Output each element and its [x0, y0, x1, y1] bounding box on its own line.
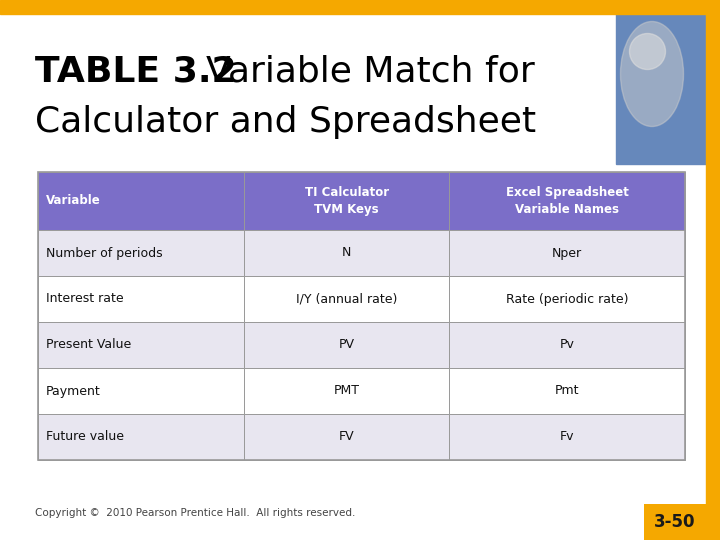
Text: Variable Match for: Variable Match for: [183, 55, 535, 89]
Text: I/Y (annual rate): I/Y (annual rate): [296, 293, 397, 306]
Text: Fv: Fv: [560, 430, 575, 443]
Bar: [0, 0, 720, 14]
Text: TABLE 3.2: TABLE 3.2: [35, 55, 237, 89]
Text: Pmt: Pmt: [555, 384, 580, 397]
Bar: [449, 414, 685, 460]
Bar: [449, 230, 685, 276]
Circle shape: [629, 33, 665, 70]
Text: Number of periods: Number of periods: [46, 246, 163, 260]
Bar: [244, 322, 449, 368]
Text: Calculator and Spreadsheet: Calculator and Spreadsheet: [35, 105, 536, 139]
Text: Rate (periodic rate): Rate (periodic rate): [506, 293, 629, 306]
Text: Nper: Nper: [552, 246, 582, 260]
Text: Present Value: Present Value: [46, 339, 131, 352]
Bar: [38, 368, 244, 414]
Bar: [38, 414, 244, 460]
Text: Future value: Future value: [46, 430, 124, 443]
Ellipse shape: [621, 22, 683, 126]
Text: Payment: Payment: [46, 384, 101, 397]
Text: Copyright ©  2010 Pearson Prentice Hall.  All rights reserved.: Copyright © 2010 Pearson Prentice Hall. …: [35, 508, 356, 518]
Bar: [244, 230, 449, 276]
Bar: [616, 14, 706, 164]
Text: 3-50: 3-50: [654, 513, 696, 531]
Bar: [38, 230, 244, 276]
Bar: [706, 14, 720, 540]
Bar: [644, 504, 706, 540]
Bar: [449, 322, 685, 368]
Bar: [38, 276, 244, 322]
Text: PV: PV: [338, 339, 355, 352]
Text: Excel Spreadsheet
Variable Names: Excel Spreadsheet Variable Names: [506, 186, 629, 216]
Bar: [244, 172, 449, 230]
Text: PMT: PMT: [333, 384, 359, 397]
Bar: [449, 368, 685, 414]
Bar: [244, 368, 449, 414]
Text: Interest rate: Interest rate: [46, 293, 124, 306]
Bar: [449, 276, 685, 322]
Text: TI Calculator
TVM Keys: TI Calculator TVM Keys: [305, 186, 389, 216]
Bar: [38, 172, 685, 460]
Text: Pv: Pv: [560, 339, 575, 352]
Bar: [38, 172, 244, 230]
Text: FV: FV: [339, 430, 354, 443]
Bar: [244, 276, 449, 322]
Text: Variable: Variable: [46, 194, 101, 207]
Bar: [38, 322, 244, 368]
Bar: [449, 172, 685, 230]
Text: N: N: [342, 246, 351, 260]
Bar: [244, 414, 449, 460]
